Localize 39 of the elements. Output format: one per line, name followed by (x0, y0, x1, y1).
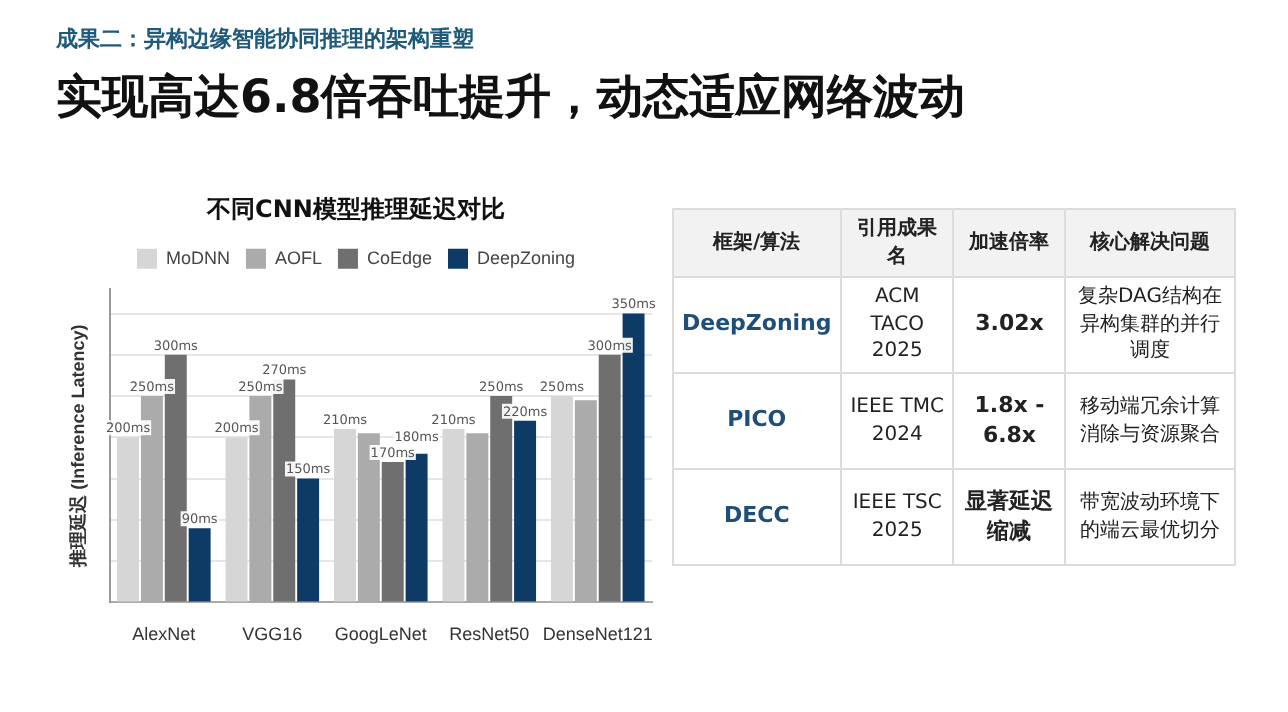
text: 移动端冗余计算消除与资源聚合 (1064, 373, 1235, 469)
category-label: 加速倍率 (953, 209, 1065, 277)
text: PICO (673, 373, 841, 469)
bar (297, 478, 320, 602)
x-tick-label: DenseNet121 (542, 624, 653, 645)
text: 实现高达6.8倍吞吐提升，动态适应网络波动 (56, 70, 968, 128)
text: IEEE TMC 2024 (840, 373, 954, 469)
text: 1.8x - 6.8x (953, 373, 1065, 469)
bar (117, 437, 140, 602)
bar (550, 396, 573, 602)
x-tick-label: AlexNet (132, 624, 197, 645)
bar (225, 437, 248, 602)
category-label: 框架/算法 (673, 209, 841, 277)
chart-title: 不同CNN模型推理延迟对比 (205, 194, 505, 223)
text: ACM TACO 2025 (840, 277, 954, 373)
text: IEEE TSC 2025 (840, 469, 954, 565)
text: 复杂DAG结构在异构集群的并行调度 (1064, 277, 1235, 373)
legend-label: DeepZoning (477, 247, 576, 268)
legend-label: CoEdge (366, 247, 433, 268)
category-label: 引用成果名 (840, 209, 954, 277)
bar (442, 429, 465, 602)
text: 3.02x (953, 277, 1065, 373)
bar (598, 354, 621, 602)
x-tick-label: ResNet50 (449, 624, 530, 645)
y-axis-title: 推理延迟 (Inference Latency) (67, 324, 88, 569)
text: 带宽波动环境下的端云最优切分 (1064, 469, 1235, 565)
text: 成果二：异构边缘智能协同推理的架构重塑 (56, 24, 476, 54)
legend-label: MoDNN (165, 247, 230, 268)
x-tick-label: GoogLeNet (334, 624, 428, 645)
text: DECC (673, 469, 841, 565)
bar (514, 420, 537, 602)
text: DeepZoning (673, 277, 841, 373)
x-tick-label: VGG16 (242, 624, 303, 645)
bar (188, 528, 211, 602)
bar (381, 462, 404, 602)
text: 显著延迟缩减 (953, 469, 1065, 565)
legend-label: AOFL (274, 247, 322, 268)
bar (334, 429, 356, 602)
category-label: 核心解决问题 (1064, 209, 1235, 277)
